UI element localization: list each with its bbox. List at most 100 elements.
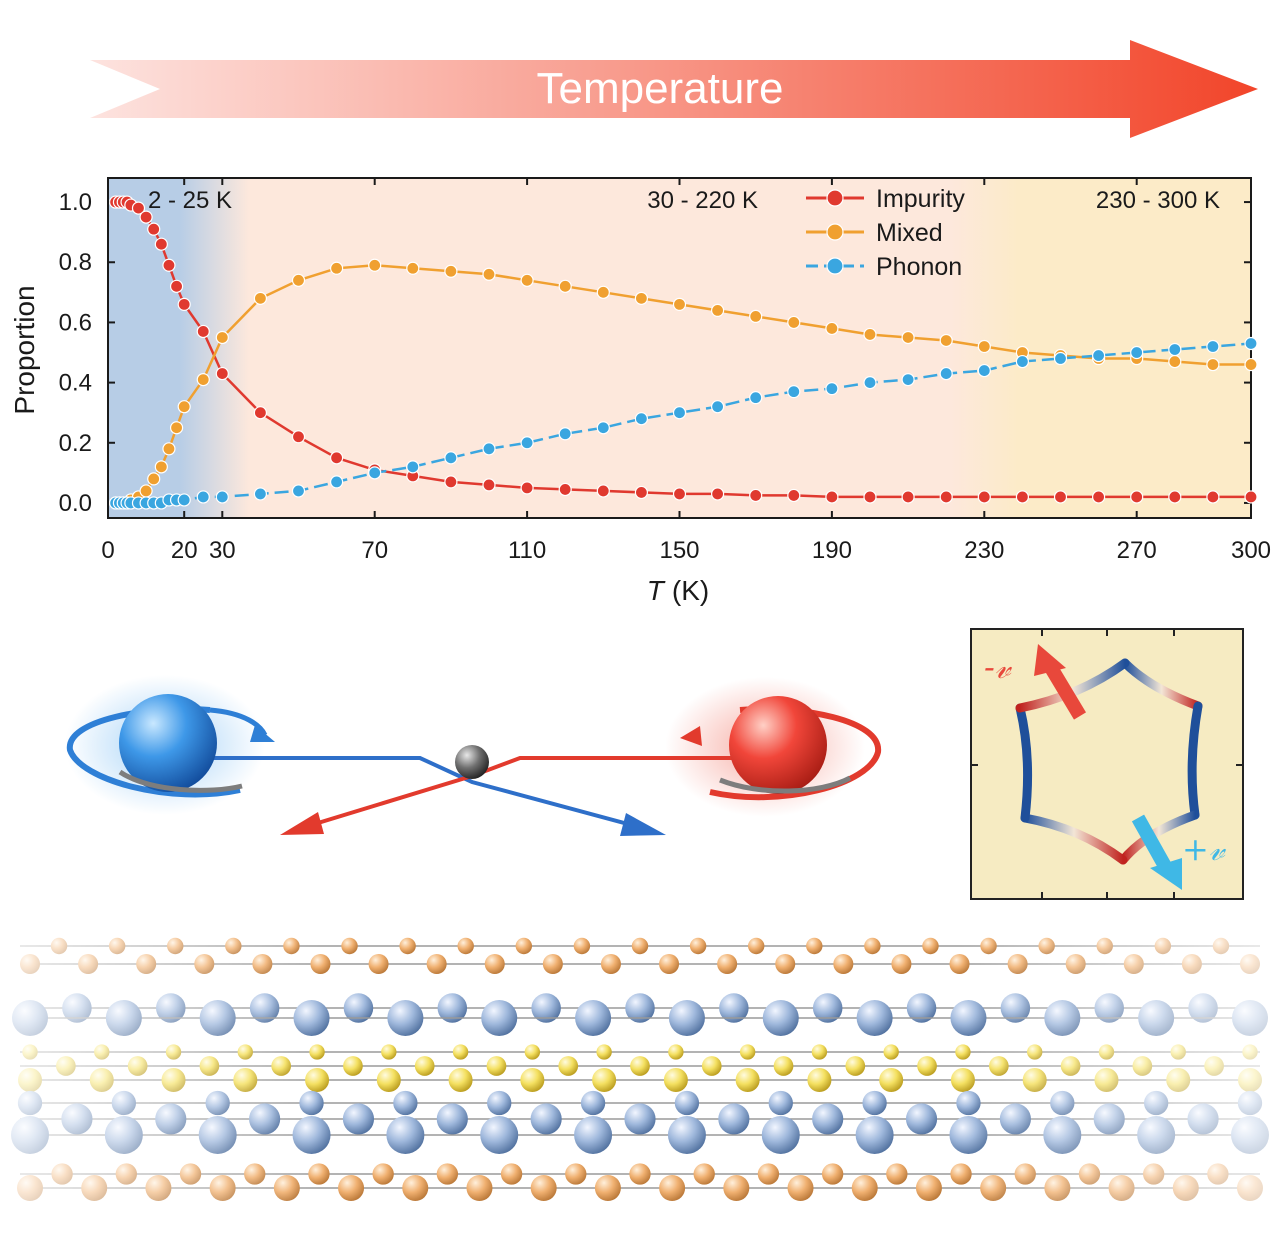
x-axis-symbol: T <box>647 575 666 606</box>
series-impurity <box>109 195 1258 504</box>
data-point <box>444 451 458 465</box>
data-point <box>147 222 161 236</box>
y-tick-label: 0.4 <box>59 370 92 397</box>
data-point <box>749 391 763 405</box>
data-point <box>939 333 953 348</box>
data-point <box>406 460 420 474</box>
data-point <box>1015 354 1030 369</box>
data-point <box>406 261 420 275</box>
data-point <box>863 376 877 390</box>
blue-spin-arrowhead-icon <box>250 725 275 742</box>
contour-edge-left <box>1015 703 1033 823</box>
data-point <box>1168 490 1182 504</box>
data-point <box>253 291 267 305</box>
fermi-contour-inset: -𝓋 +𝓋 <box>970 628 1244 900</box>
legend-label: Phonon <box>876 253 962 281</box>
data-point <box>863 327 877 342</box>
data-point <box>787 488 801 503</box>
data-point <box>634 485 649 500</box>
x-tick-label: 230 <box>964 537 1004 564</box>
contour-edge-bottom-left <box>1020 813 1128 865</box>
data-point <box>672 297 687 311</box>
data-point <box>977 339 991 354</box>
legend-label: Impurity <box>876 185 965 213</box>
data-point <box>672 487 687 501</box>
minus-velocity-arrowhead-icon <box>1034 644 1066 676</box>
x-tick-label: 150 <box>659 537 699 564</box>
data-point <box>710 400 725 414</box>
data-point <box>939 490 953 504</box>
data-point <box>558 427 572 441</box>
data-point <box>444 264 458 278</box>
data-point <box>825 321 839 336</box>
legend-marker <box>826 257 844 275</box>
data-point <box>368 258 382 272</box>
data-point <box>1091 348 1106 363</box>
data-point <box>139 210 153 224</box>
y-axis-title: Proportion <box>9 285 40 414</box>
data-point <box>291 430 306 444</box>
blue-trajectory-arrowhead-icon <box>620 813 666 836</box>
data-point <box>154 237 168 251</box>
blue-trajectory <box>210 756 651 832</box>
data-point <box>444 475 458 489</box>
data-point <box>162 258 176 272</box>
plot-background <box>108 178 1251 518</box>
data-point <box>215 366 229 381</box>
data-point <box>825 490 839 504</box>
data-point <box>1206 339 1220 354</box>
x-tick-label: 30 <box>209 537 236 564</box>
data-point <box>1206 490 1220 504</box>
contour-edge-top-right <box>1120 658 1203 711</box>
x-axis-title: T (K) <box>647 575 709 606</box>
temperature-arrow: Temperature <box>90 40 1258 138</box>
y-tick-label: 0.0 <box>59 490 92 517</box>
legend-marker <box>826 223 844 241</box>
data-point <box>901 372 915 387</box>
legend-item-impurity: Impurity <box>806 185 965 213</box>
data-point <box>139 484 153 498</box>
region-label: 2 - 25 K <box>148 187 232 214</box>
data-point <box>169 421 184 435</box>
data-point <box>215 330 229 345</box>
contour-edge-right <box>1187 701 1203 820</box>
y-tick-label: 0.2 <box>59 430 92 457</box>
data-point <box>520 436 534 450</box>
data-point <box>787 315 801 330</box>
x-tick-label: 270 <box>1117 537 1157 564</box>
data-point <box>253 487 267 501</box>
data-point <box>1168 354 1182 369</box>
plus-velocity-arrow <box>1131 814 1182 890</box>
data-point <box>291 484 306 498</box>
series-phonon <box>109 336 1258 510</box>
data-point <box>147 472 161 486</box>
data-point <box>634 291 649 305</box>
contour-edge-top-left <box>1015 658 1130 713</box>
data-point <box>177 493 191 507</box>
data-point <box>825 382 839 396</box>
data-point <box>558 482 572 497</box>
data-point <box>1053 351 1068 366</box>
data-point <box>482 267 496 281</box>
red-trajectory-arrowhead-icon <box>280 812 324 835</box>
crystal-lattice-illustration <box>0 920 1280 1240</box>
data-point <box>131 201 146 215</box>
data-point <box>330 451 344 465</box>
data-point <box>596 421 610 435</box>
data-point <box>1168 342 1182 357</box>
data-point <box>1244 336 1258 351</box>
x-tick-label: 20 <box>171 537 198 564</box>
legend-item-mixed: Mixed <box>806 219 943 247</box>
data-point <box>520 481 534 495</box>
data-point <box>162 442 176 456</box>
minus-velocity-label: -𝓋 <box>984 648 1013 686</box>
data-point <box>634 412 649 426</box>
blue-electron <box>119 694 217 792</box>
data-point <box>1091 490 1106 504</box>
data-point <box>482 442 496 456</box>
red-electron <box>729 696 827 794</box>
data-point <box>169 279 184 293</box>
data-point <box>196 490 210 504</box>
y-tick-label: 0.8 <box>59 249 92 276</box>
temperature-arrow-shape <box>90 40 1258 138</box>
